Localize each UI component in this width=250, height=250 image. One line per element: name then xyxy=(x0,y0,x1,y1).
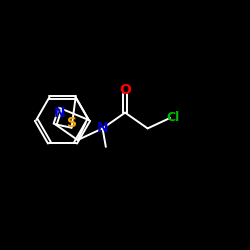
Text: Cl: Cl xyxy=(166,112,180,124)
Text: N: N xyxy=(53,106,65,120)
Text: S: S xyxy=(66,116,76,130)
Text: N: N xyxy=(97,122,108,136)
Text: O: O xyxy=(119,83,131,97)
